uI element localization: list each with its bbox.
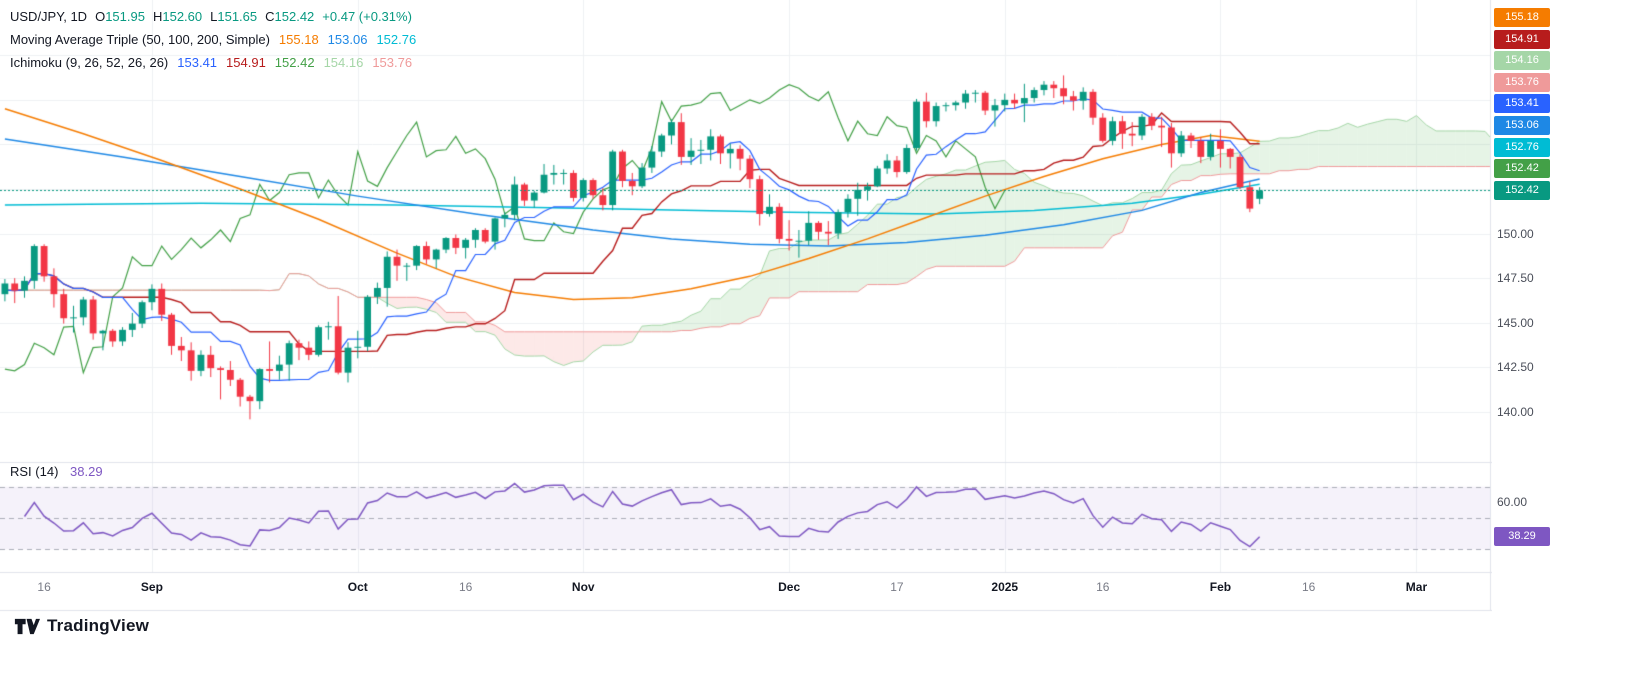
indicator-value: 153.06: [327, 32, 368, 47]
ma-indicator-row: Moving Average Triple (50, 100, 200, Sim…: [10, 28, 416, 51]
price-chart-canvas[interactable]: [0, 0, 1640, 612]
tradingview-logo[interactable]: TradingView: [14, 616, 149, 636]
rsi-value-badge: 38.29: [1494, 527, 1550, 547]
price-axis-tick: 147.50: [1497, 271, 1534, 286]
ma-indicator-values: 155.18 153.06 152.76: [270, 28, 416, 51]
brand-name: TradingView: [47, 616, 150, 635]
time-axis-label: 2025: [991, 580, 1019, 594]
low-value: L151.65: [210, 9, 258, 24]
symbol-title[interactable]: USD/JPY, 1D: [10, 9, 88, 24]
time-axis-label: Dec: [778, 580, 801, 594]
chart-legend: USD/JPY, 1D O151.95 H152.60 L151.65 C152…: [10, 5, 416, 74]
time-axis-label: 16: [1096, 580, 1110, 594]
price-axis-label: 153.41: [1494, 94, 1550, 114]
time-axis-label: Mar: [1405, 580, 1428, 594]
indicator-value: 153.41: [177, 55, 218, 70]
price-axis-tick: 140.00: [1497, 404, 1534, 419]
rsi-axis-tick: 60.00: [1497, 495, 1528, 510]
ichimoku-indicator-values: 153.41 154.91 152.42 154.16 153.76: [168, 51, 412, 74]
time-axis-label: 16: [458, 580, 473, 594]
price-axis-label: 152.76: [1494, 137, 1550, 157]
high-value: H152.60: [152, 9, 203, 24]
indicator-value: 155.18: [278, 32, 319, 47]
indicator-value: 153.76: [372, 55, 413, 70]
rsi-indicator-value: 38.29: [70, 464, 103, 479]
time-axis[interactable]: 16 Sep Oct 16 Nov Dec 17 2025 16 Feb 16 Mar: [0, 574, 1490, 600]
rsi-indicator-title[interactable]: RSI (14): [10, 464, 59, 479]
close-value: C152.42: [265, 9, 315, 24]
time-axis-label: 16: [1301, 580, 1316, 594]
ichimoku-indicator-row: Ichimoku (9, 26, 52, 26, 26) 153.41 154.9…: [10, 51, 416, 74]
price-axis-tick: 142.50: [1497, 360, 1534, 375]
time-axis-label: Nov: [571, 580, 595, 594]
change-value: +0.47 (+0.31%): [322, 9, 412, 24]
price-axis-tick: 145.00: [1497, 315, 1534, 330]
price-axis-label: 153.76: [1494, 72, 1550, 92]
price-axis-label: 154.16: [1494, 51, 1550, 71]
time-axis-label: 17: [890, 580, 904, 594]
rsi-legend: RSI (14) 38.29: [10, 464, 103, 479]
price-axis[interactable]: 155.18 154.91 154.16 153.76 153.41 153.06 152.…: [1492, 0, 1640, 612]
ma-indicator-title[interactable]: Moving Average Triple (50, 100, 200, Sim…: [10, 32, 270, 47]
open-value: O151.95: [95, 9, 145, 24]
symbol-row: USD/JPY, 1D O151.95 H152.60 L151.65 C152…: [10, 5, 416, 28]
indicator-value: 154.91: [226, 55, 266, 70]
ichimoku-indicator-title[interactable]: Ichimoku (9, 26, 52, 26, 26): [10, 55, 169, 70]
indicator-value: 154.16: [323, 55, 364, 70]
time-axis-label: Oct: [347, 580, 368, 594]
tradingview-mark-icon: [14, 618, 40, 635]
price-axis-label: 155.18: [1494, 8, 1550, 27]
price-axis-label: 152.42: [1494, 159, 1550, 179]
price-axis-label: 154.91: [1494, 29, 1550, 49]
time-axis-label: Feb: [1209, 580, 1232, 594]
indicator-value: 152.42: [274, 55, 315, 70]
time-axis-label: 16: [37, 580, 51, 594]
time-axis-label: Sep: [140, 580, 163, 594]
price-axis-label: 152.42: [1494, 180, 1550, 200]
indicator-value: 152.76: [376, 32, 417, 47]
price-axis-label: 153.06: [1494, 116, 1550, 135]
price-axis-tick: 150.00: [1497, 226, 1534, 241]
